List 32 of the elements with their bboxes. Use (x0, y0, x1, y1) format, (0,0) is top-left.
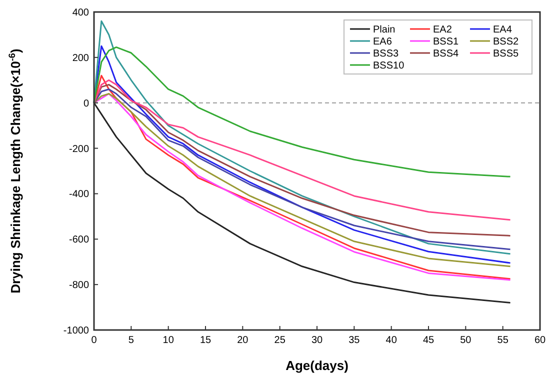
legend-label: EA2 (433, 24, 452, 36)
x-tick-label: 30 (311, 335, 323, 346)
x-tick-label: 35 (348, 335, 360, 346)
legend-label: BSS5 (493, 48, 520, 60)
y-tick-label: -200 (68, 144, 90, 155)
legend-label: Plain (373, 24, 396, 36)
legend-label: EA4 (493, 24, 512, 36)
x-tick-label: 25 (274, 335, 286, 346)
x-tick-label: 60 (534, 335, 546, 346)
x-tick-label: 50 (460, 335, 472, 346)
x-tick-label: 55 (497, 335, 509, 346)
legend-label: BSS3 (373, 48, 400, 60)
y-tick-label: -1000 (63, 326, 90, 336)
x-tick-label: 40 (386, 335, 398, 346)
y-tick-label: -800 (68, 280, 90, 292)
x-tick-label: 45 (422, 335, 434, 346)
y-tick-label: 200 (72, 52, 90, 64)
y-tick-label: -400 (68, 189, 90, 200)
legend-label: BSS10 (373, 60, 405, 72)
legend-label: BSS4 (433, 48, 460, 60)
y-tick-label: -600 (68, 234, 90, 246)
x-tick-label: 10 (162, 335, 174, 346)
legend-label: BSS1 (433, 36, 460, 48)
x-tick-label: 5 (128, 335, 134, 346)
y-tick-label: 400 (72, 8, 90, 18)
x-axis-title: Age(days) (286, 358, 348, 373)
legend-label: EA6 (373, 36, 392, 48)
legend-label: BSS2 (493, 36, 520, 48)
x-tick-label: 0 (91, 335, 98, 346)
x-tick-label: 20 (237, 335, 249, 346)
x-tick-label: 15 (200, 335, 212, 346)
y-tick-label: 0 (83, 98, 90, 110)
